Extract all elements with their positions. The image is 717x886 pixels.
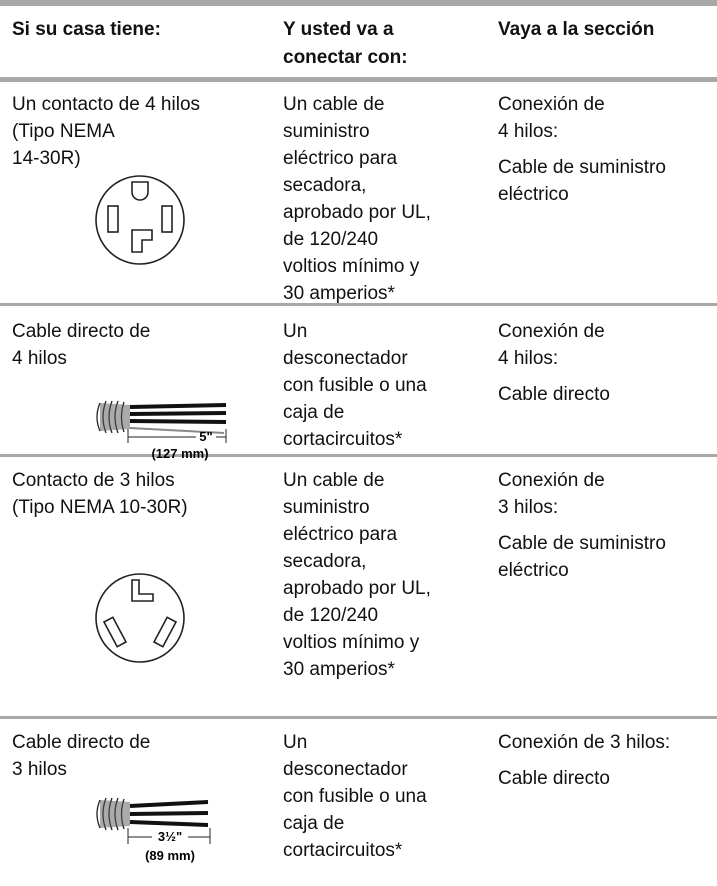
header-rule — [0, 77, 717, 82]
cell: Cable directo de 4 hilos — [12, 318, 150, 372]
dimension-label: 3½" — [158, 829, 182, 844]
header-cell: Y usted va a conectar con: — [283, 16, 408, 72]
cell: Un desconectador con fusible o una caja de c… — [283, 729, 427, 864]
cell: Contacto de 3 hilos (Tipo NEMA 10-30R) — [12, 467, 188, 521]
text-line: Conexión de — [498, 94, 605, 115]
text-line: eléctrico para — [283, 148, 398, 169]
text-line: caja de — [283, 813, 345, 834]
text-line: secadora, — [283, 551, 367, 572]
text-line: eléctrico — [498, 184, 569, 205]
paragraph: Cable directo — [498, 765, 670, 792]
text-line: voltios mínimo y — [283, 256, 420, 277]
row-rule — [0, 454, 717, 457]
text-line: Un cable de — [283, 94, 385, 115]
text-line: voltios mínimo y — [283, 632, 420, 653]
paragraph: Cable directo — [498, 381, 610, 408]
cell: Un cable de suministro eléctrico para secad… — [283, 467, 431, 683]
text-line: secadora, — [283, 175, 367, 196]
text-line: Vaya a la sección — [498, 19, 655, 40]
text-line: 14-30R) — [12, 148, 81, 169]
cell: Un desconectador con fusible o una caja de c… — [283, 318, 427, 453]
text-line: (Tipo NEMA 10-30R) — [12, 497, 188, 518]
outlet-4-wire — [95, 175, 185, 265]
text-line: aprobado por UL, — [283, 202, 431, 223]
cable-3-wire: 3½" (89 mm) — [96, 797, 211, 863]
paragraph: Cable de suministro eléctrico — [498, 154, 666, 208]
text-line: 4 hilos: — [498, 121, 559, 142]
text-line: eléctrico para — [283, 524, 398, 545]
header-cell: Vaya a la sección — [498, 16, 654, 44]
text-line: de 120/240 — [283, 605, 379, 626]
paragraph: Conexión de 3 hilos: — [498, 467, 666, 521]
text-line: suministro — [283, 121, 370, 142]
text-line: Y usted va a — [283, 19, 394, 40]
text-line: Si su casa tiene: — [12, 19, 161, 40]
dimension-label: (127 mm) — [151, 446, 208, 461]
text-line: Un contacto de 4 hilos — [12, 94, 201, 115]
text-line: de 120/240 — [283, 229, 379, 250]
text-line: Cable directo de — [12, 321, 151, 342]
dimension-label: 5" — [199, 429, 212, 444]
text-line: Cable directo — [498, 768, 610, 789]
cell: Conexión de 3 hilos: Cable de suministro el… — [498, 467, 666, 584]
text-line: Contacto de 3 hilos — [12, 470, 175, 491]
text-line: 3 hilos — [12, 759, 67, 780]
outlet-3-wire — [95, 573, 185, 663]
text-line: Un cable de — [283, 470, 385, 491]
text-line: eléctrico — [498, 560, 569, 581]
cell: Conexión de 4 hilos: Cable directo — [498, 318, 610, 408]
text-line: (Tipo NEMA — [12, 121, 115, 142]
text-line: Cable de suministro — [498, 533, 666, 554]
cell: Un contacto de 4 hilos (Tipo NEMA 14-30R) — [12, 91, 200, 172]
text-line: Conexión de 3 hilos: — [498, 732, 671, 753]
text-line: 4 hilos — [12, 348, 67, 369]
text-line: cortacircuitos* — [283, 840, 403, 861]
text-line: suministro — [283, 497, 370, 518]
row-rule — [0, 716, 717, 719]
paragraph: Conexión de 3 hilos: — [498, 729, 670, 756]
paragraph: Conexión de 4 hilos: — [498, 318, 610, 372]
row-rule — [0, 303, 717, 306]
text-line: Un — [283, 321, 308, 342]
dimension-label: (89 mm) — [145, 848, 195, 863]
top-rule — [0, 0, 717, 6]
text-line: Un — [283, 732, 308, 753]
text-line: Cable directo de — [12, 732, 151, 753]
text-line: desconectador — [283, 759, 408, 780]
text-line: con fusible o una — [283, 375, 427, 396]
text-line: conectar con: — [283, 47, 408, 68]
text-line: 30 amperios* — [283, 283, 395, 304]
text-line: Cable de suministro — [498, 157, 666, 178]
text-line: desconectador — [283, 348, 408, 369]
text-line: Conexión de — [498, 321, 605, 342]
cell: Un cable de suministro eléctrico para secad… — [283, 91, 431, 307]
text-line: 4 hilos: — [498, 348, 559, 369]
text-line: Cable directo — [498, 384, 610, 405]
cell: Conexión de 4 hilos: Cable de suministro el… — [498, 91, 666, 208]
paragraph: Conexión de 4 hilos: — [498, 91, 666, 145]
text-line: cortacircuitos* — [283, 429, 403, 450]
cell: Cable directo de 3 hilos — [12, 729, 150, 783]
text-line: Conexión de — [498, 470, 605, 491]
text-line: 3 hilos: — [498, 497, 559, 518]
cell: Conexión de 3 hilos: Cable directo — [498, 729, 670, 792]
cable-4-wire: 5" (127 mm) — [96, 400, 227, 461]
text-line: caja de — [283, 402, 345, 423]
text-line: aprobado por UL, — [283, 578, 431, 599]
text-line: 30 amperios* — [283, 659, 395, 680]
text-line: con fusible o una — [283, 786, 427, 807]
paragraph: Cable de suministro eléctrico — [498, 530, 666, 584]
header-cell: Si su casa tiene: — [12, 16, 161, 44]
